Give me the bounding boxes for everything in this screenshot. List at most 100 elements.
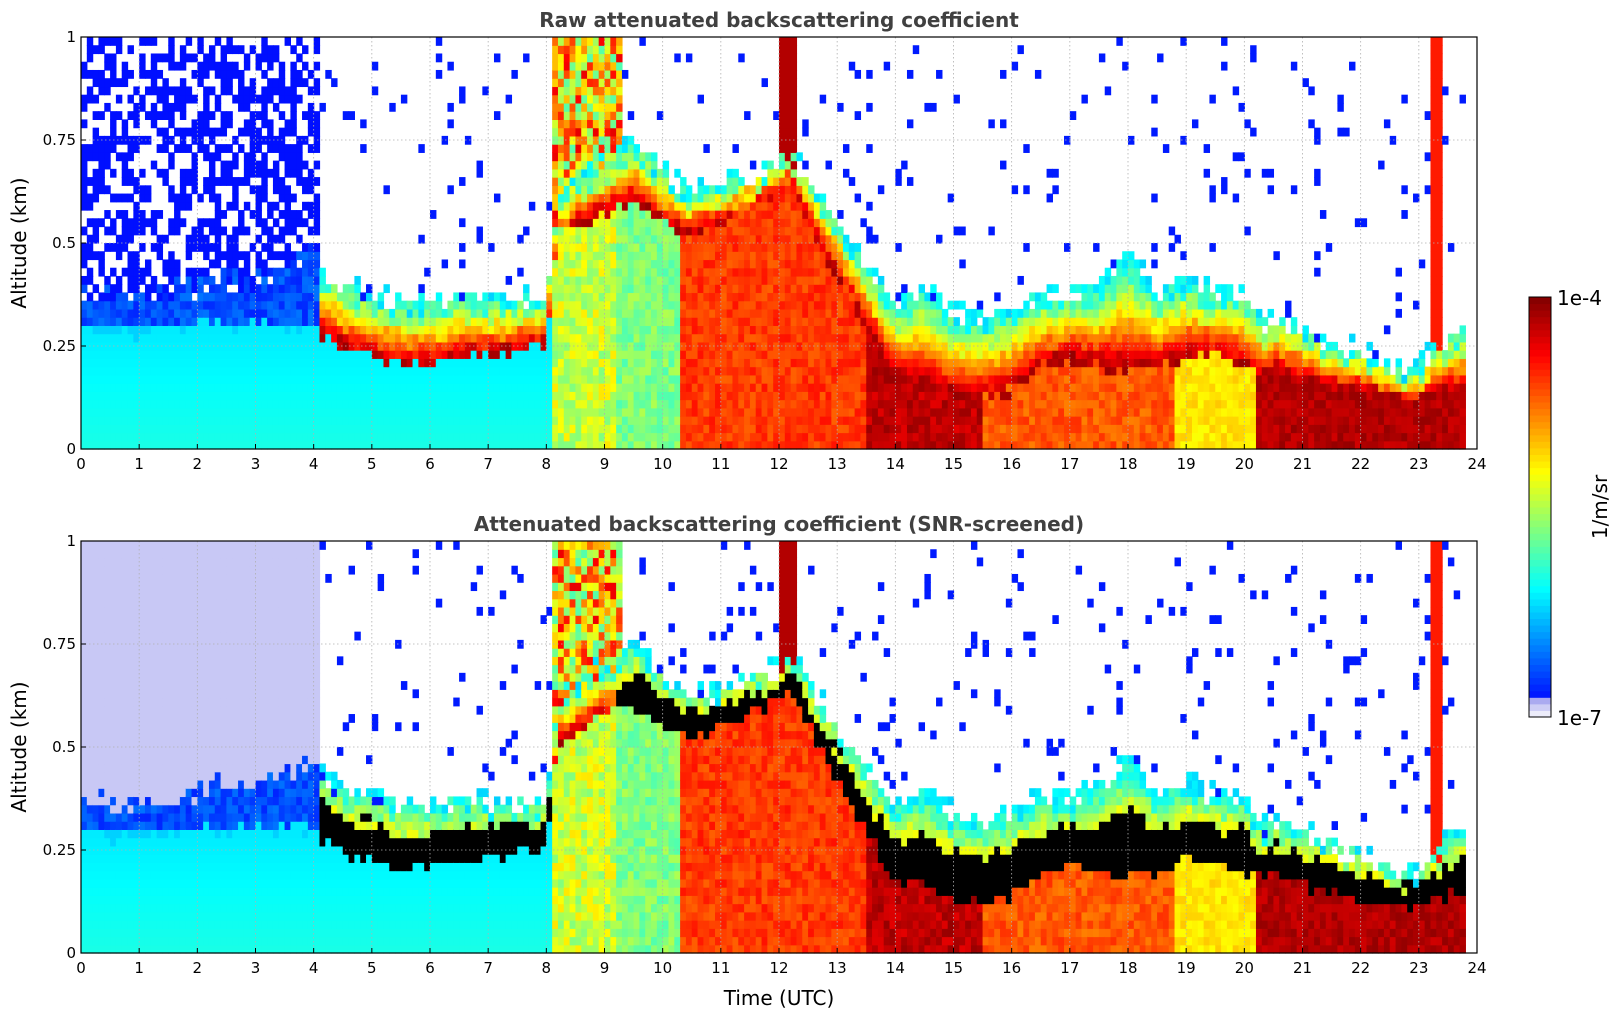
heatmap-cell <box>523 366 530 376</box>
heatmap-cell <box>866 234 873 244</box>
heatmap-cell <box>866 275 873 285</box>
heatmap-cell <box>348 308 355 318</box>
heatmap-cell <box>784 102 792 112</box>
heatmap-cell <box>1034 317 1042 326</box>
heatmap-cell <box>278 358 286 368</box>
heatmap-cell <box>575 119 582 129</box>
heatmap-cell <box>185 341 193 351</box>
heatmap-cell <box>813 308 821 318</box>
heatmap-cell <box>790 267 798 277</box>
heatmap-cell <box>825 440 832 450</box>
heatmap-cell <box>179 308 187 318</box>
heatmap-cell <box>802 366 809 376</box>
heatmap-cell <box>168 218 175 228</box>
heatmap-cell <box>802 201 809 211</box>
heatmap-cell <box>459 358 466 368</box>
heatmap-cell <box>796 432 803 442</box>
heatmap-cell <box>435 432 443 442</box>
heatmap-cell <box>697 210 704 219</box>
heatmap-cell <box>92 251 100 261</box>
heatmap-cell <box>616 152 623 162</box>
heatmap-cell <box>906 325 914 335</box>
heatmap-cell <box>144 292 152 302</box>
heatmap-cell <box>691 226 699 236</box>
heatmap-cell <box>581 94 588 104</box>
heatmap-cell <box>313 284 321 294</box>
heatmap-cell <box>267 234 274 244</box>
heatmap-cell <box>459 374 466 384</box>
heatmap-cell <box>674 325 681 335</box>
heatmap-cell <box>150 61 158 71</box>
heatmap-cell <box>81 243 88 252</box>
heatmap-cell <box>779 86 786 96</box>
heatmap-cell <box>592 416 600 425</box>
heatmap-cell <box>226 69 233 79</box>
heatmap-cell <box>819 374 827 384</box>
heatmap-cell <box>616 300 623 310</box>
heatmap-cell <box>790 152 798 162</box>
heatmap-cell <box>371 407 379 417</box>
heatmap-cell <box>197 218 204 228</box>
heatmap-cell <box>610 102 617 112</box>
heatmap-cell <box>278 226 286 236</box>
heatmap-cell <box>208 358 216 368</box>
heatmap-cell <box>139 69 146 79</box>
heatmap-cell <box>121 416 129 425</box>
heatmap-cell <box>395 399 402 409</box>
heatmap-cell <box>581 111 588 120</box>
heatmap-cell <box>1058 416 1065 425</box>
heatmap-cell <box>557 308 565 318</box>
heatmap-cell <box>773 366 780 376</box>
heatmap-cell <box>662 440 670 450</box>
heatmap-cell <box>616 259 623 269</box>
heatmap-cell <box>860 391 867 401</box>
heatmap-cell <box>901 399 908 409</box>
heatmap-cell <box>732 177 739 186</box>
heatmap-cell <box>267 86 274 96</box>
heatmap-cell <box>104 53 111 63</box>
heatmap-cell <box>98 366 105 376</box>
heatmap-cell <box>662 358 670 368</box>
heatmap-cell <box>569 78 577 88</box>
heatmap-cell <box>1046 383 1053 392</box>
heatmap-cell <box>889 308 896 318</box>
heatmap-cell <box>86 218 94 228</box>
heatmap-cell <box>540 383 547 392</box>
heatmap-cell <box>685 234 693 244</box>
heatmap-cell <box>197 135 204 145</box>
heatmap-cell <box>226 300 233 310</box>
heatmap-cell <box>662 234 670 244</box>
heatmap-cell <box>715 317 722 326</box>
heatmap-cell <box>150 53 158 63</box>
heatmap-cell <box>715 407 722 417</box>
heatmap-cell <box>220 78 228 88</box>
heatmap-cell <box>400 416 408 425</box>
heatmap-cell <box>552 416 559 425</box>
heatmap-cell <box>552 350 559 359</box>
heatmap-cell <box>720 325 728 335</box>
heatmap-cell <box>720 366 728 376</box>
heatmap-cell <box>354 308 361 318</box>
heatmap-cell <box>587 218 594 228</box>
heatmap-cell <box>255 440 262 450</box>
heatmap-cell <box>505 300 513 310</box>
heatmap-cell <box>685 292 693 302</box>
heatmap-cell <box>459 391 466 401</box>
heatmap-cell <box>703 391 710 401</box>
heatmap-cell <box>610 69 617 79</box>
heatmap-cell <box>842 333 850 343</box>
heatmap-cell <box>569 251 577 261</box>
heatmap-cell <box>901 391 908 401</box>
heatmap-cell <box>598 374 606 384</box>
heatmap-cell <box>703 144 710 153</box>
heatmap-cell <box>621 391 629 401</box>
heatmap-cell <box>668 267 675 277</box>
heatmap-cell <box>697 251 704 261</box>
heatmap-cell <box>790 440 798 450</box>
heatmap-cell <box>290 168 297 178</box>
heatmap-cell <box>662 325 670 335</box>
heatmap-cell <box>400 440 408 450</box>
heatmap-cell <box>278 185 286 195</box>
heatmap-cell <box>1000 374 1007 384</box>
heatmap-cell <box>627 226 635 236</box>
